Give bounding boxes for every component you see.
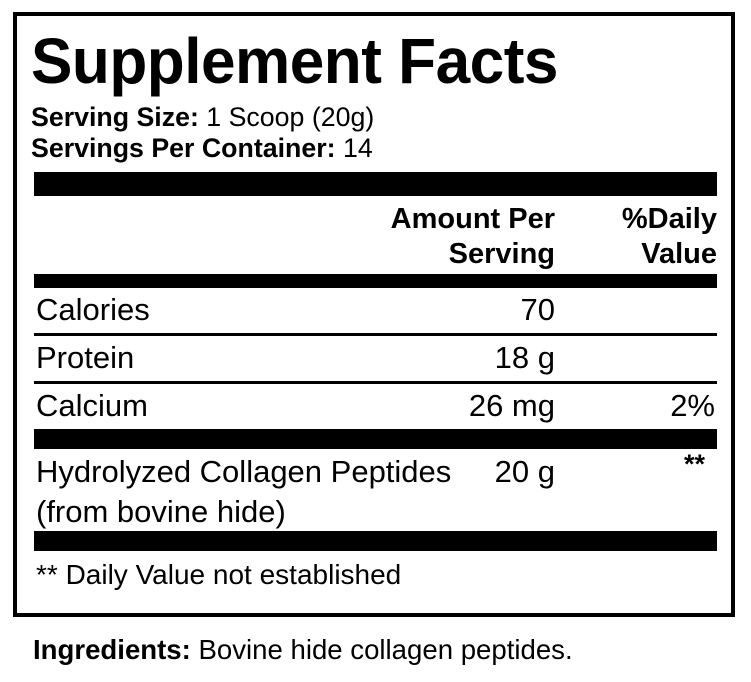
- collagen-amount: 20 g: [494, 454, 555, 489]
- rule-thick-top: [34, 172, 717, 196]
- nutrient-name: Protein: [36, 340, 135, 375]
- serving-size-line: Serving Size: 1 Scoop (20g): [31, 102, 713, 133]
- table-row-collagen: Hydrolyzed Collagen Peptides (from bovin…: [34, 449, 717, 531]
- column-header-amount-line1: Amount Per: [390, 203, 555, 235]
- page-title: Supplement Facts: [31, 25, 558, 97]
- table-row: Calcium 26 mg 2%: [34, 384, 717, 429]
- column-header-row: Amount Per Serving %Daily Value: [34, 196, 717, 274]
- column-header-amount-per-serving: Amount Per Serving: [225, 202, 555, 272]
- rule-thick-below-headers: [34, 274, 717, 288]
- serving-size-value: 1 Scoop (20g): [206, 102, 375, 132]
- nutrient-name: Calories: [36, 292, 150, 327]
- supplement-facts-panel: Supplement Facts Serving Size: 1 Scoop (…: [13, 12, 735, 617]
- column-header-dv-line1: %Daily: [621, 203, 717, 235]
- panel-inner: Supplement Facts Serving Size: 1 Scoop (…: [31, 16, 720, 613]
- serving-size-label: Serving Size:: [31, 102, 199, 132]
- ingredients-text: Bovine hide collagen peptides.: [198, 634, 573, 665]
- servings-per-container-line: Servings Per Container: 14: [31, 133, 713, 164]
- column-header-daily-value: %Daily Value: [567, 202, 717, 272]
- rule-thick-below-collagen: [34, 531, 717, 551]
- column-header-dv-line2: Value: [641, 238, 717, 270]
- ingredients-label: Ingredients:: [33, 634, 191, 665]
- table-row: Protein 18 g: [34, 336, 717, 381]
- spacer: [31, 164, 720, 172]
- footnote-daily-value: ** Daily Value not established: [36, 559, 402, 590]
- nutrient-amount: 70: [520, 292, 555, 327]
- table-row: Calories 70: [34, 288, 717, 333]
- nutrient-amount: 26 mg: [468, 388, 555, 423]
- column-header-amount-line2: Serving: [448, 238, 555, 270]
- collagen-daily-value-footnote-mark: **: [683, 449, 705, 479]
- rule-thick-above-collagen: [34, 429, 717, 449]
- ingredients-line: Ingredients: Bovine hide collagen peptid…: [33, 633, 732, 667]
- rule-thin: [34, 333, 717, 336]
- nutrient-daily-value: 2%: [670, 388, 715, 423]
- collagen-name: Hydrolyzed Collagen Peptides (from bovin…: [36, 454, 452, 529]
- nutrient-amount: 18 g: [494, 340, 555, 375]
- rule-thin: [34, 381, 717, 384]
- nutrient-name: Calcium: [36, 388, 148, 423]
- servings-per-container-value: 14: [342, 133, 373, 163]
- servings-per-container-label: Servings Per Container:: [31, 133, 336, 163]
